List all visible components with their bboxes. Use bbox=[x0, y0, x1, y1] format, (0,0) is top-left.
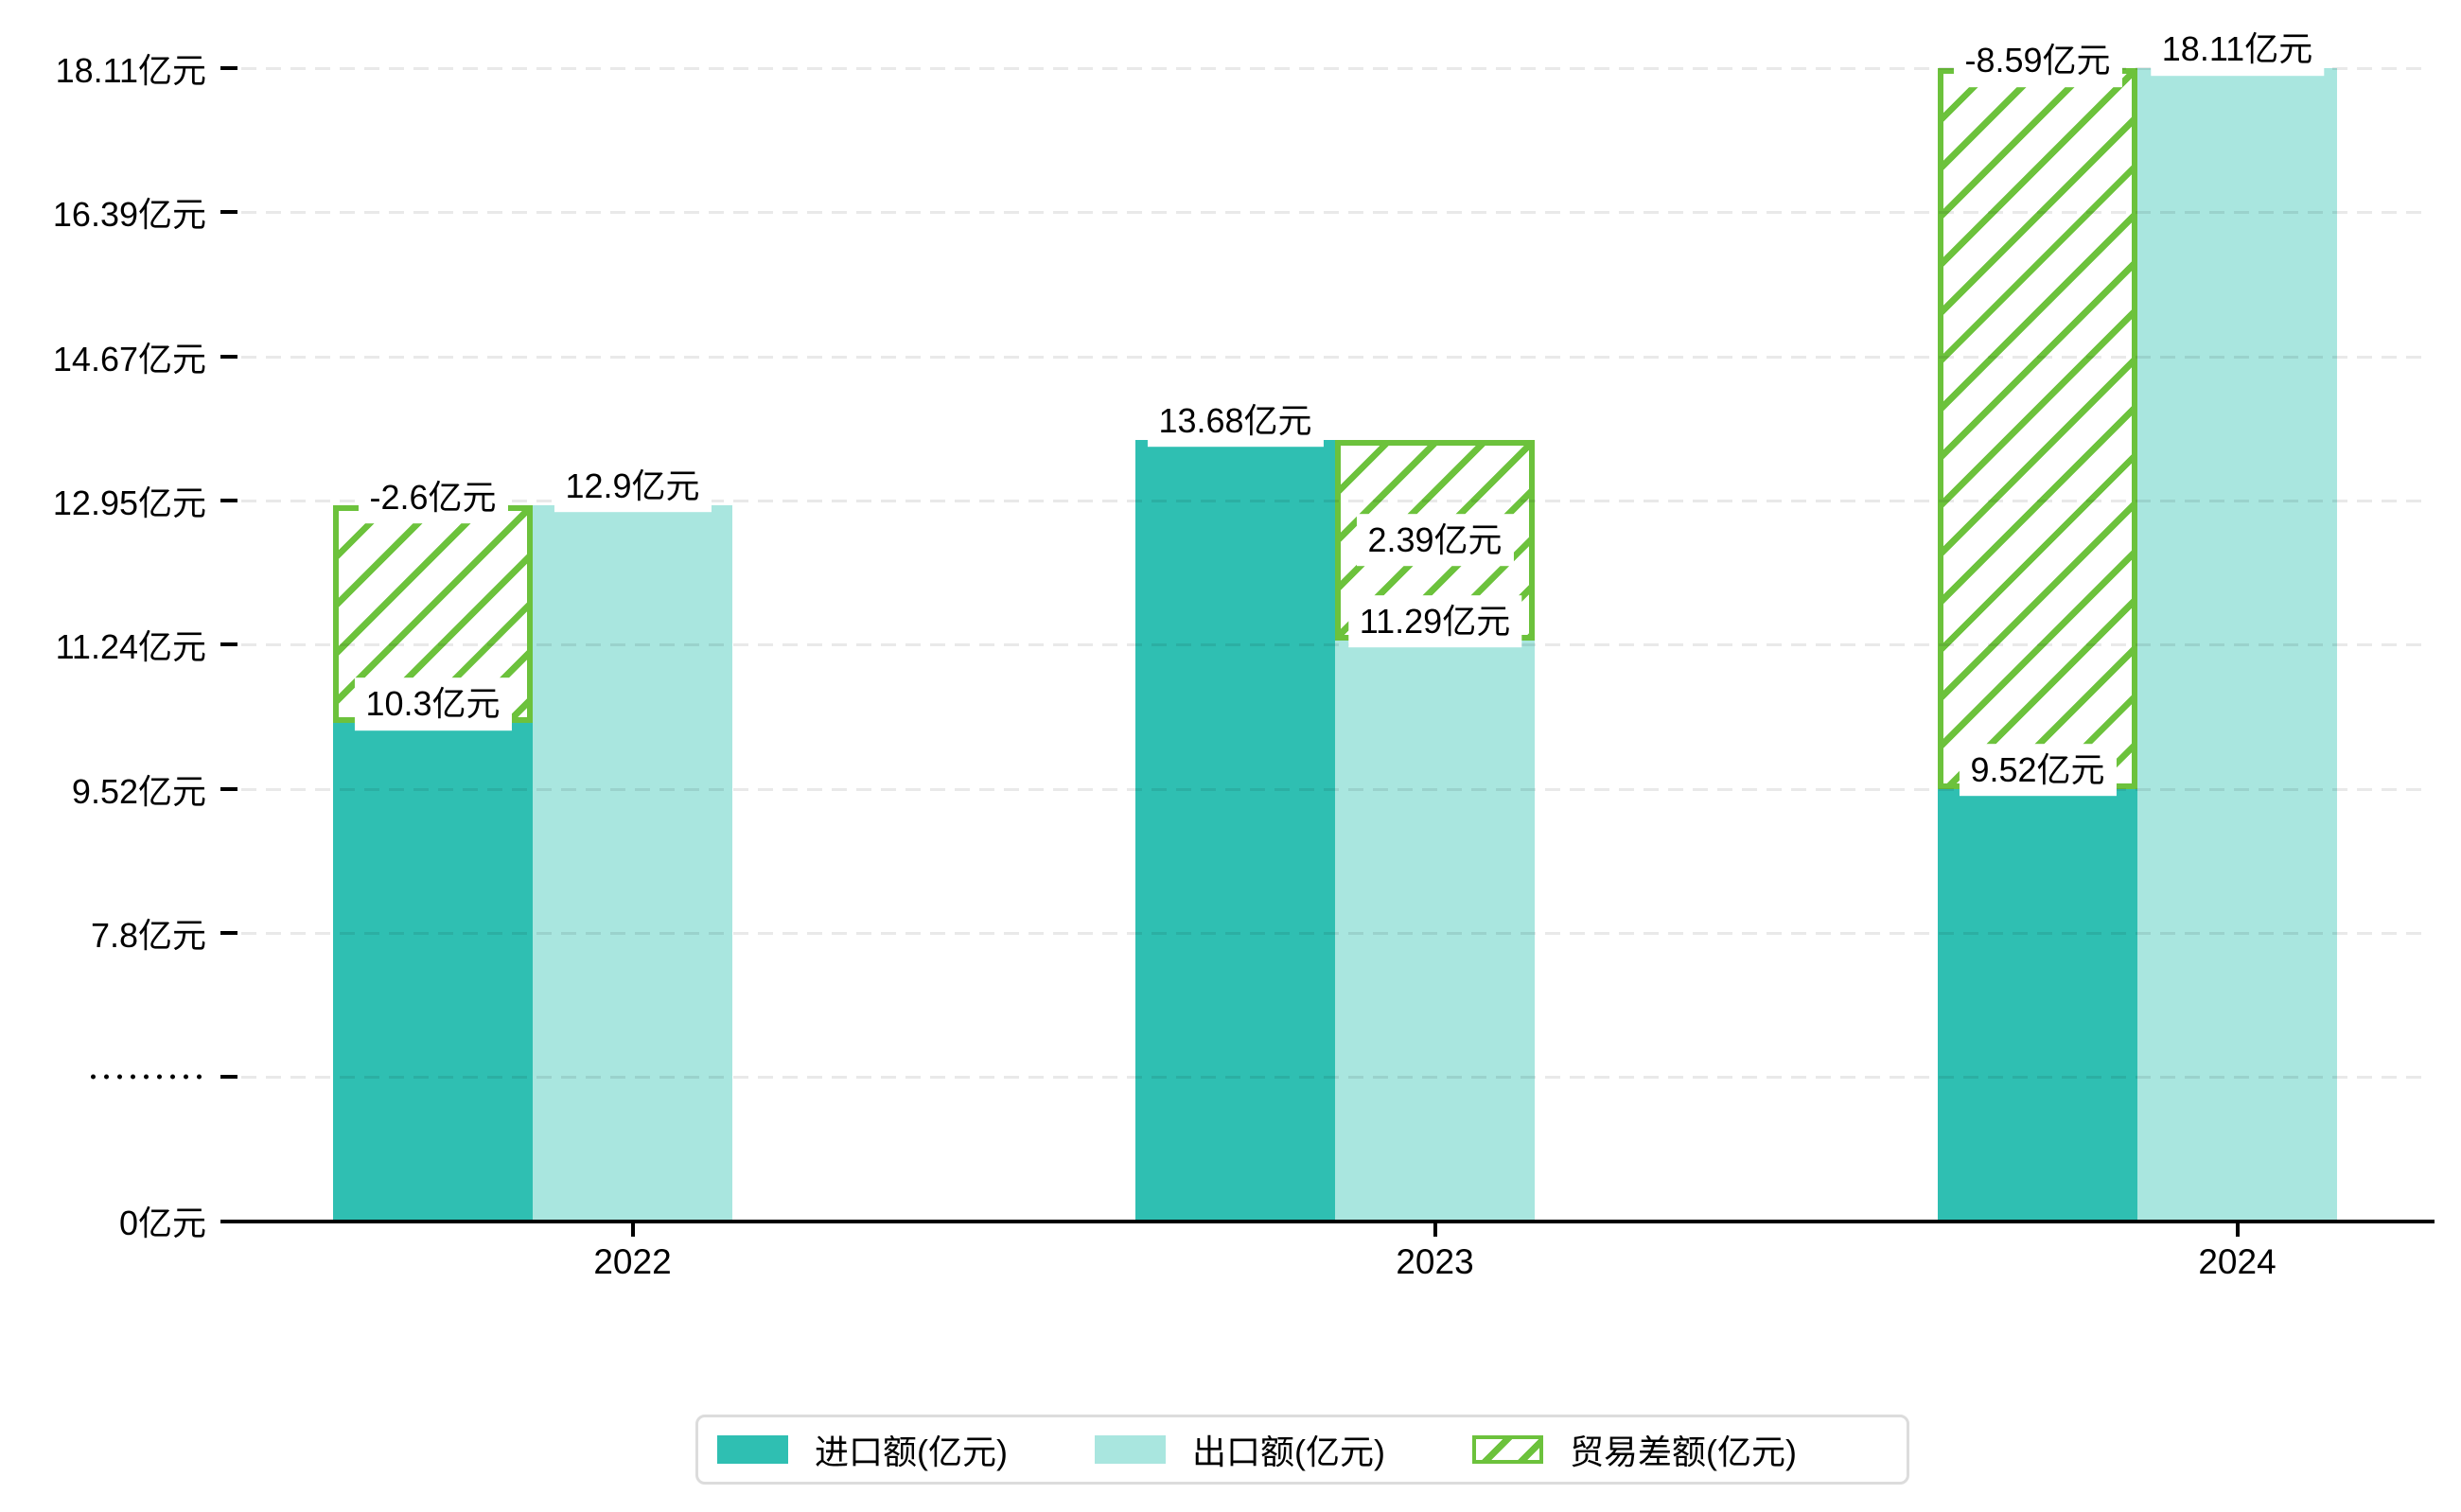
bar-import-2023[interactable] bbox=[1135, 439, 1335, 1222]
y-tick-mark-break bbox=[220, 1075, 237, 1079]
gridline bbox=[241, 932, 2422, 935]
export-color-swatch bbox=[1094, 1435, 1166, 1464]
import-color-swatch bbox=[717, 1435, 788, 1464]
value-label-export-2024: 18.11亿元 bbox=[2150, 23, 2325, 76]
y-tick-label: 11.24亿元 bbox=[55, 627, 206, 667]
bar-import-2024[interactable] bbox=[1938, 788, 2137, 1222]
bar-export-2022[interactable] bbox=[533, 504, 732, 1222]
value-label-export-2023: 11.29亿元 bbox=[1347, 594, 1522, 648]
x-tick-label-2022[interactable]: 2022 bbox=[593, 1242, 672, 1281]
gridline bbox=[241, 67, 2422, 70]
legend-label-trade-balance: 贸易差额(亿元) bbox=[1569, 1433, 1797, 1471]
legend-item-trade-balance[interactable]: 贸易差额(亿元) bbox=[1471, 1425, 1797, 1474]
y-tick-label: 14.67亿元 bbox=[52, 339, 206, 378]
x-tick-2023 bbox=[1433, 1223, 1437, 1237]
y-tick-mark bbox=[220, 66, 237, 70]
y-tick-label: 18.11亿元 bbox=[55, 51, 206, 90]
trade-balance-box-2024[interactable] bbox=[1938, 68, 2137, 789]
y-tick-label: 9.52亿元 bbox=[71, 771, 206, 811]
legend-item-export[interactable]: 出口额(亿元) bbox=[1094, 1425, 1385, 1474]
bar-import-2022[interactable] bbox=[333, 723, 533, 1222]
gridline bbox=[241, 355, 2422, 359]
x-tick-label-2024[interactable]: 2024 bbox=[2198, 1242, 2276, 1281]
x-axis-line bbox=[220, 1220, 2435, 1223]
y-tick-mark bbox=[220, 931, 237, 935]
gridline bbox=[241, 787, 2422, 791]
bar-export-2024[interactable] bbox=[2137, 68, 2337, 1222]
y-tick-label: 12.95亿元 bbox=[52, 483, 206, 523]
value-label-import-2022: 10.3亿元 bbox=[354, 677, 512, 731]
x-tick-2022 bbox=[630, 1223, 635, 1237]
y-tick-label: 16.39亿元 bbox=[52, 195, 206, 235]
y-tick-mark bbox=[220, 642, 237, 647]
gridline-axis-break bbox=[241, 1076, 2422, 1079]
legend-item-import[interactable]: 进口额(亿元) bbox=[717, 1425, 1008, 1474]
trade-balance-hatch-swatch bbox=[1471, 1435, 1543, 1464]
gridline bbox=[241, 643, 2422, 647]
y-tick-mark bbox=[220, 354, 237, 359]
gridline bbox=[241, 211, 2422, 215]
value-label-export-2022: 12.9亿元 bbox=[554, 460, 712, 513]
legend-label-export: 出口额(亿元) bbox=[1191, 1433, 1385, 1471]
axis-break-indicator bbox=[91, 1074, 202, 1080]
y-tick-mark bbox=[220, 786, 237, 791]
value-label-trade-balance-2023: 2.39亿元 bbox=[1356, 513, 1514, 567]
x-tick-2024 bbox=[2235, 1223, 2240, 1237]
x-tick-label-2023[interactable]: 2023 bbox=[1396, 1242, 1474, 1281]
value-label-import-2024: 9.52亿元 bbox=[1959, 743, 2117, 797]
y-tick-mark bbox=[220, 499, 237, 503]
gridline bbox=[241, 500, 2422, 503]
y-tick-label-zero: 0亿元 bbox=[118, 1204, 206, 1242]
bar-export-2023[interactable] bbox=[1335, 640, 1535, 1222]
legend: 进口额(亿元) 出口额(亿元) 贸易差额(亿元) bbox=[695, 1415, 1909, 1485]
value-label-trade-balance-2024: -8.59亿元 bbox=[1953, 34, 2122, 87]
y-tick-label: 7.8亿元 bbox=[90, 916, 206, 955]
value-label-trade-balance-2022: -2.6亿元 bbox=[358, 471, 508, 524]
legend-label-import: 进口额(亿元) bbox=[815, 1433, 1008, 1471]
value-label-import-2023: 13.68亿元 bbox=[1147, 394, 1324, 448]
y-tick-mark bbox=[220, 210, 237, 215]
